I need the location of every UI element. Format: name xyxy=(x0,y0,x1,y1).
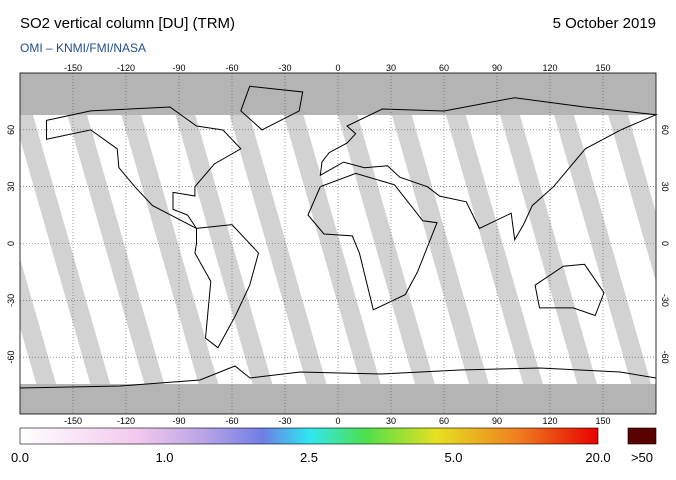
map xyxy=(19,72,658,415)
lat-tick-label-right: 30 xyxy=(660,182,670,192)
lon-tick-label-top: -150 xyxy=(64,63,82,73)
colorbar-label: 20.0 xyxy=(585,450,610,465)
antarctica xyxy=(19,365,657,389)
lon-tick-label-top: -30 xyxy=(278,63,291,73)
title: SO2 vertical column [DU] (TRM) xyxy=(20,15,235,32)
colorbar-label: 0.0 xyxy=(11,450,29,465)
colorbar-scale xyxy=(19,427,599,445)
lat-tick-label-right: 0 xyxy=(660,241,670,246)
lon-tick-label-top: 150 xyxy=(595,63,610,73)
north-america xyxy=(46,106,242,229)
lon-tick-label-bottom: -120 xyxy=(117,416,135,426)
colorbar: >50 xyxy=(19,427,657,465)
lon-tick-label-bottom: 150 xyxy=(595,416,610,426)
colorbar-label: 5.0 xyxy=(444,450,462,465)
south-america xyxy=(194,224,260,349)
lat-tick-label-left: 0 xyxy=(6,241,16,246)
lat-tick-label-left: 30 xyxy=(6,182,16,192)
eurasia xyxy=(319,97,658,242)
greenland xyxy=(240,85,304,131)
lon-tick-label-bottom: 120 xyxy=(542,416,557,426)
colorbar-label: 1.0 xyxy=(155,450,173,465)
lon-tick-label-top: 0 xyxy=(335,63,340,73)
lon-tick-label-bottom: 60 xyxy=(439,416,449,426)
lat-tick-label-left: -30 xyxy=(6,294,16,307)
map-frame xyxy=(19,72,657,415)
credit: OMI – KNMI/FMI/NASA xyxy=(20,41,146,55)
africa xyxy=(307,172,438,311)
australia xyxy=(534,263,605,317)
lon-tick-label-bottom: 30 xyxy=(386,416,396,426)
lat-tick-label-right: -30 xyxy=(660,294,670,307)
lon-tick-label-bottom: 90 xyxy=(492,416,502,426)
lat-tick-label-left: 60 xyxy=(6,125,16,135)
lon-tick-label-bottom: -90 xyxy=(172,416,185,426)
graticule xyxy=(20,73,656,414)
lon-tick-label-top: 120 xyxy=(542,63,557,73)
lon-tick-label-bottom: -150 xyxy=(64,416,82,426)
lat-tick-label-left: -60 xyxy=(6,351,16,364)
colorbar-overflow xyxy=(627,427,657,445)
lon-tick-label-top: 90 xyxy=(492,63,502,73)
lon-tick-label-top: -60 xyxy=(225,63,238,73)
lat-tick-label-right: -60 xyxy=(660,351,670,364)
lon-tick-label-top: 60 xyxy=(439,63,449,73)
lon-tick-label-top: 30 xyxy=(386,63,396,73)
colorbar-overflow-label: >50 xyxy=(631,450,653,465)
lon-tick-label-top: -120 xyxy=(117,63,135,73)
date: 5 October 2019 xyxy=(553,15,656,32)
lon-tick-label-bottom: -30 xyxy=(278,416,291,426)
lon-tick-label-bottom: 0 xyxy=(335,416,340,426)
lat-tick-label-right: 60 xyxy=(660,125,670,135)
lon-tick-label-bottom: -60 xyxy=(225,416,238,426)
lon-tick-label-top: -90 xyxy=(172,63,185,73)
colorbar-label: 2.5 xyxy=(300,450,318,465)
